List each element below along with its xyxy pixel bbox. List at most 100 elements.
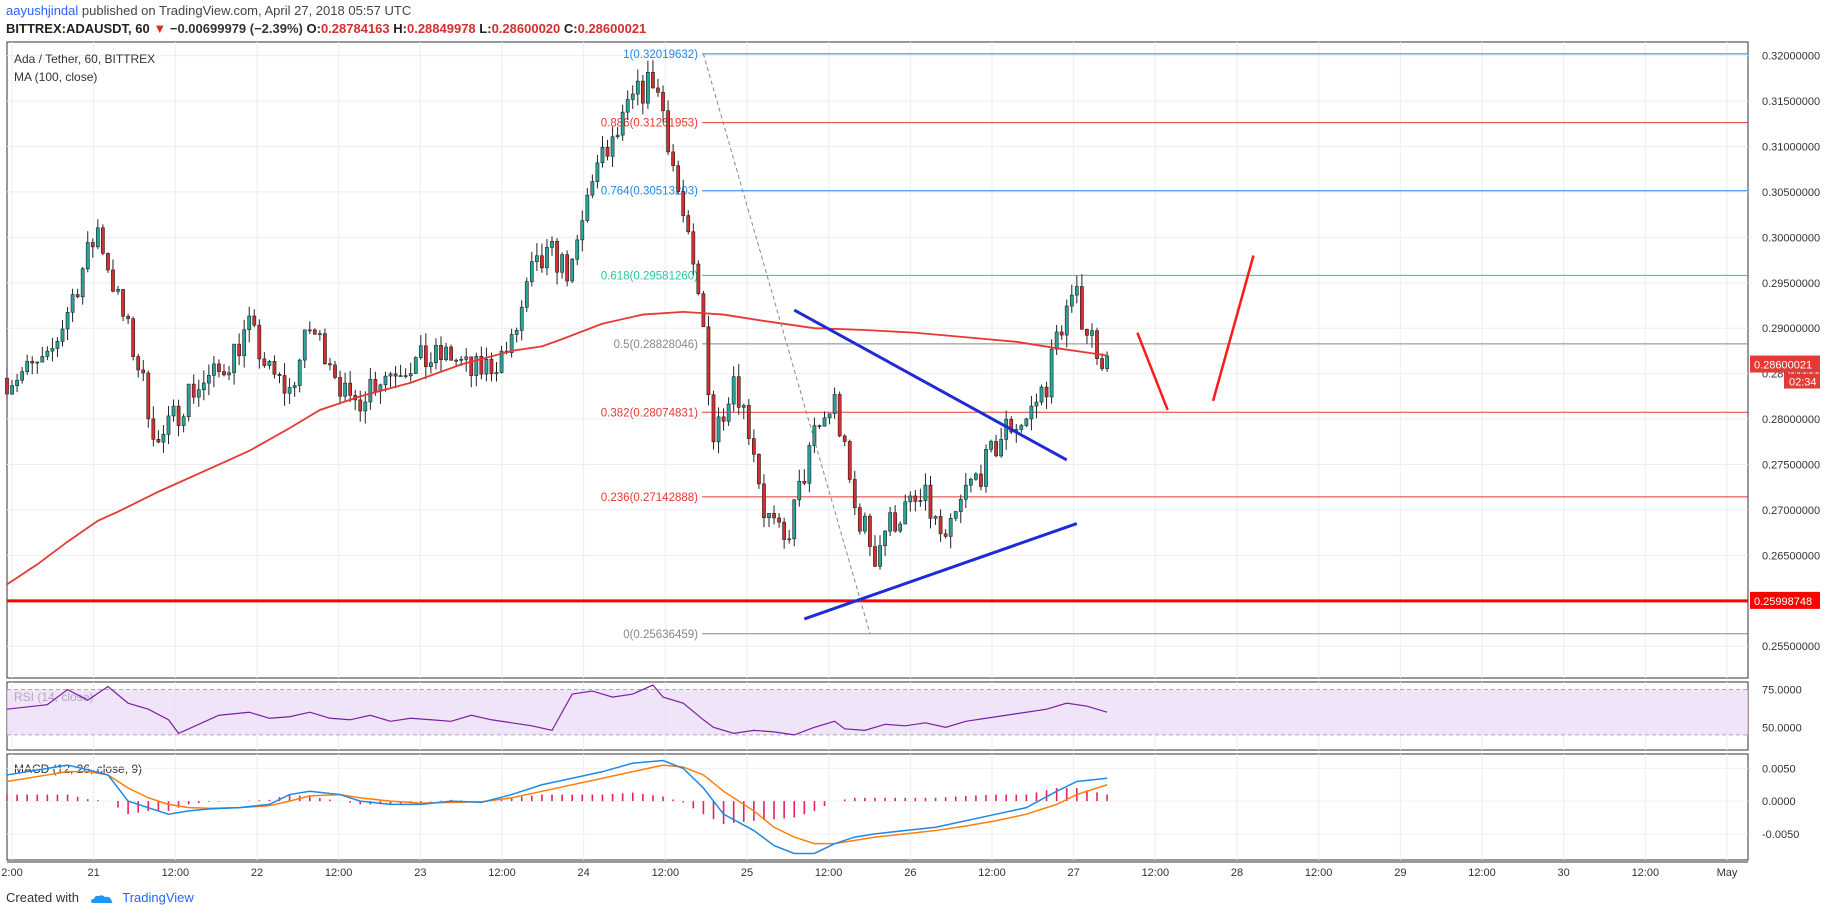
- tradingview-link[interactable]: TradingView: [122, 890, 194, 905]
- candle-body: [782, 521, 787, 540]
- candle-body: [156, 438, 161, 443]
- candle-body: [630, 93, 635, 100]
- candle-body: [439, 345, 443, 361]
- open-value: 0.28784163: [320, 21, 390, 36]
- candle-body: [514, 329, 519, 335]
- fib-level-label: 1(0.32019632): [623, 49, 698, 61]
- candle-body: [85, 242, 90, 270]
- candle-body: [787, 538, 792, 541]
- signal-line: [6, 764, 1108, 845]
- candle-body: [666, 110, 670, 153]
- candle-body: [242, 329, 247, 357]
- candle-body: [434, 345, 438, 364]
- publish-info: published on TradingView.com, April 27, …: [81, 3, 412, 18]
- candle-body: [106, 253, 110, 271]
- candle-body: [429, 362, 433, 367]
- candle-body: [141, 369, 146, 374]
- support-badge: [1750, 591, 1820, 609]
- x-tick-label: 12:00: [1305, 867, 1333, 879]
- candle-body: [5, 377, 9, 395]
- y-tick-label: 0.27000000: [1762, 505, 1820, 517]
- x-tick-label: 12:00: [1468, 867, 1496, 879]
- candle-body: [1004, 418, 1009, 440]
- author-link[interactable]: aayushjindal: [6, 3, 79, 18]
- macd-line: [6, 759, 1108, 855]
- candle-body: [691, 231, 696, 265]
- y-tick-label: 0.31500000: [1762, 96, 1820, 108]
- candle-body: [585, 194, 590, 221]
- rsi-tick-label: 50.0000: [1762, 722, 1802, 734]
- candle-body: [348, 382, 353, 396]
- candle-body: [1019, 425, 1024, 430]
- candle-body: [706, 326, 711, 396]
- candle-body: [101, 227, 105, 254]
- candle-body: [65, 312, 70, 330]
- candle-body: [923, 484, 928, 501]
- candle-body: [711, 394, 716, 443]
- ma-legend: MA (100, close): [14, 70, 97, 84]
- candle-body: [1080, 286, 1084, 330]
- candle-body: [1039, 386, 1044, 403]
- candle-body: [363, 401, 368, 412]
- candle-body: [610, 136, 615, 157]
- candle-body: [696, 263, 701, 295]
- candle-body: [898, 523, 903, 532]
- candle-body: [1090, 330, 1094, 336]
- candle-body: [681, 191, 686, 216]
- candle-body: [1059, 331, 1064, 336]
- candle-body: [545, 247, 549, 269]
- x-tick-label: 25: [741, 867, 753, 879]
- candle-body: [40, 356, 45, 363]
- candle-body: [469, 356, 474, 376]
- x-tick-label: 22: [251, 867, 263, 879]
- candle-body: [535, 255, 539, 262]
- close-label: C:: [563, 21, 578, 36]
- candle-body: [272, 361, 277, 375]
- rsi-band: [7, 689, 1748, 735]
- low-value: 0.28600020: [491, 21, 561, 36]
- tradingview-cloud-icon: [90, 894, 112, 903]
- candle-body: [257, 324, 262, 360]
- macd-tick-label: -0.0050: [1762, 829, 1799, 841]
- low-label: L:: [479, 21, 492, 36]
- candle-body: [842, 435, 847, 442]
- candle-body: [10, 385, 14, 395]
- x-tick-label: 12:00: [162, 867, 190, 879]
- candle-body: [282, 375, 287, 394]
- candle-body: [459, 358, 464, 361]
- candle-body: [989, 441, 993, 450]
- candle-body: [600, 146, 605, 164]
- candle-body: [590, 181, 595, 196]
- candle-body: [837, 394, 842, 437]
- candle-body: [161, 433, 166, 443]
- fib-level-label: 0.5(0.28828046): [614, 339, 699, 351]
- x-tick-label: May: [1717, 867, 1738, 879]
- candle-body: [1100, 358, 1104, 369]
- candle-body: [393, 373, 398, 377]
- rsi-line: [6, 684, 1108, 736]
- candle-body: [328, 363, 332, 366]
- candle-body: [671, 151, 675, 166]
- candle-body: [237, 343, 241, 357]
- candle-body: [565, 254, 570, 282]
- candle-body: [423, 345, 428, 367]
- candle-body: [464, 356, 469, 360]
- candle-body: [953, 511, 958, 519]
- candle-body: [984, 449, 988, 487]
- candle-body: [827, 413, 832, 419]
- candle-body: [822, 417, 827, 427]
- candle-body: [777, 517, 781, 523]
- candle-body: [95, 227, 100, 248]
- candle-body: [292, 385, 297, 388]
- candle-body: [181, 416, 186, 426]
- candle-body: [287, 387, 292, 394]
- x-tick-label: 24: [578, 867, 590, 879]
- candle-body: [277, 374, 282, 376]
- candle-body: [15, 379, 19, 386]
- candle-body: [625, 99, 630, 113]
- countdown-text: 02:34: [1789, 377, 1817, 389]
- fib-level-label: 0.764(0.30513203): [601, 186, 698, 198]
- candle-body: [166, 415, 171, 435]
- fib-level-label: 0(0.25636459): [623, 629, 698, 641]
